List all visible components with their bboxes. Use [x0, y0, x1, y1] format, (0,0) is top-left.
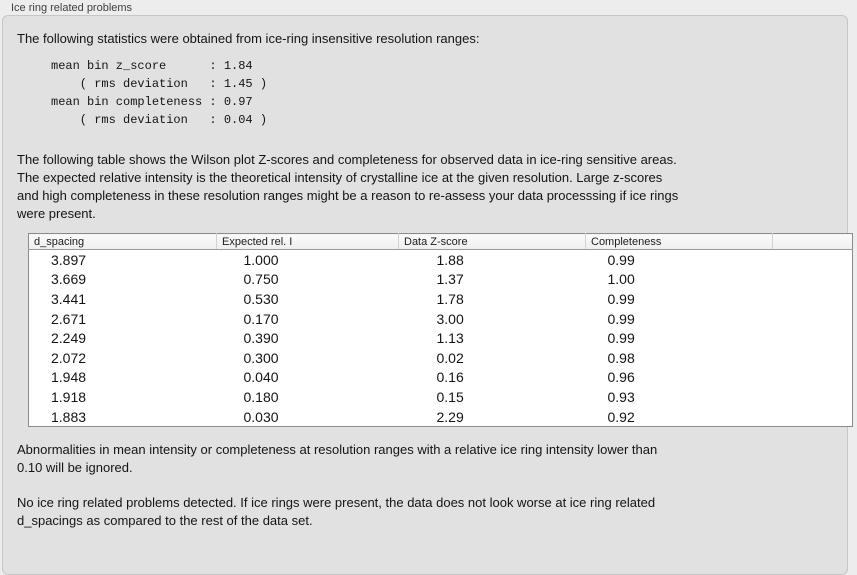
cell-d-spacing: 3.669 [51, 271, 87, 288]
cell-completeness: 0.98 [607, 349, 635, 366]
cell-empty [773, 289, 853, 309]
panel-title: Ice ring related problems [11, 2, 133, 14]
cell-completeness: 0.99 [607, 310, 635, 327]
cell-d-spacing: 1.918 [51, 388, 87, 405]
cell-empty [773, 309, 853, 329]
cell-data-z-score: 0.02 [436, 349, 464, 366]
column-header-d-spacing[interactable]: d_spacing [28, 233, 217, 250]
cell-d-spacing: 2.072 [51, 349, 87, 366]
cell-data-z-score: 0.16 [436, 369, 464, 386]
cell-empty [773, 328, 853, 348]
conclusion-line: No ice ring related problems detected. I… [17, 495, 656, 511]
cell-expected-rel-i: 0.180 [243, 388, 279, 405]
table-description: The following table shows the Wilson plo… [17, 151, 837, 223]
cell-data-z-score: 3.00 [436, 310, 464, 327]
cell-empty [773, 407, 853, 427]
conclusion-line: d_spacings as compared to the rest of th… [17, 513, 313, 529]
table-row[interactable]: 1.948 0.040 0.16 0.96 [29, 368, 853, 388]
table-description-line: The following table shows the Wilson plo… [17, 152, 677, 167]
table-row[interactable]: 2.671 0.170 3.00 0.99 [29, 309, 853, 329]
cell-data-z-score: 1.37 [436, 271, 464, 288]
intro-text: The following statistics were obtained f… [17, 31, 480, 46]
cell-d-spacing: 3.897 [51, 251, 87, 268]
table-row[interactable]: 2.249 0.390 1.13 0.99 [29, 328, 853, 348]
table-row[interactable]: 3.669 0.750 1.37 1.00 [29, 270, 853, 290]
cell-completeness: 0.99 [607, 330, 635, 347]
table-row[interactable]: 3.441 0.530 1.78 0.99 [29, 289, 853, 309]
stat-mean-bin-completeness: mean bin completeness : 0.97 [51, 95, 253, 109]
cell-expected-rel-i: 0.300 [243, 349, 279, 366]
cell-empty [773, 348, 853, 368]
column-header-expected-rel-i[interactable]: Expected rel. I [216, 233, 399, 250]
cell-expected-rel-i: 0.030 [243, 408, 279, 425]
table-row[interactable]: 1.883 0.030 2.29 0.92 [29, 407, 853, 427]
ice-ring-groupbox: The following statistics were obtained f… [2, 15, 853, 575]
cell-data-z-score: 0.15 [436, 388, 464, 405]
stat-completeness-rms-deviation: ( rms deviation : 0.04 ) [51, 113, 268, 127]
cell-expected-rel-i: 0.170 [243, 310, 279, 327]
cell-d-spacing: 1.948 [51, 369, 87, 386]
cell-data-z-score: 1.13 [436, 330, 464, 347]
ignore-note-line: 0.10 will be ignored. [17, 460, 133, 476]
cell-empty [773, 250, 853, 270]
cell-expected-rel-i: 0.390 [243, 330, 279, 347]
stat-z-score-rms-deviation: ( rms deviation : 1.45 ) [51, 77, 268, 91]
cell-completeness: 0.99 [607, 290, 635, 307]
cell-d-spacing: 3.441 [51, 290, 87, 307]
ignore-note: Abnormalities in mean intensity or compl… [17, 441, 837, 477]
cell-data-z-score: 1.78 [436, 290, 464, 307]
table-description-line: The expected relative intensity is the t… [17, 170, 663, 185]
cell-completeness: 0.93 [607, 388, 635, 405]
cell-completeness: 0.99 [607, 251, 635, 268]
cell-completeness: 0.96 [607, 369, 635, 386]
cell-d-spacing: 2.249 [51, 330, 87, 347]
table-row[interactable]: 1.918 0.180 0.15 0.93 [29, 387, 853, 407]
cell-d-spacing: 2.671 [51, 310, 87, 327]
cell-empty [773, 368, 853, 388]
column-header-empty [772, 233, 853, 250]
cell-expected-rel-i: 1.000 [243, 251, 279, 268]
column-header-completeness[interactable]: Completeness [585, 233, 773, 250]
table-row[interactable]: 2.072 0.300 0.02 0.98 [29, 348, 853, 368]
cell-data-z-score: 2.29 [436, 408, 464, 425]
table-header-row: d_spacing Expected rel. I Data Z-score C… [28, 233, 853, 250]
stats-block: mean bin z_score : 1.84 ( rms deviation … [51, 57, 837, 129]
ignore-note-line: Abnormalities in mean intensity or compl… [17, 442, 658, 458]
cell-empty [773, 387, 853, 407]
table-description-line: were present. [17, 206, 96, 221]
conclusion-text: No ice ring related problems detected. I… [17, 494, 837, 530]
column-header-data-z-score[interactable]: Data Z-score [398, 233, 586, 250]
cell-empty [773, 270, 853, 290]
cell-completeness: 0.92 [607, 408, 635, 425]
cell-expected-rel-i: 0.530 [243, 290, 279, 307]
table-row[interactable]: 3.897 1.000 1.88 0.99 [29, 250, 853, 270]
cell-completeness: 1.00 [607, 271, 635, 288]
stat-mean-bin-z-score: mean bin z_score : 1.84 [51, 59, 253, 73]
groupbox-content: The following statistics were obtained f… [17, 16, 853, 530]
cell-expected-rel-i: 0.040 [243, 369, 279, 386]
cell-data-z-score: 1.88 [436, 251, 464, 268]
table-description-line: and high completeness in these resolutio… [17, 188, 679, 203]
cell-expected-rel-i: 0.750 [243, 271, 279, 288]
cell-d-spacing: 1.883 [51, 408, 87, 425]
ice-ring-table: d_spacing Expected rel. I Data Z-score C… [28, 233, 853, 428]
